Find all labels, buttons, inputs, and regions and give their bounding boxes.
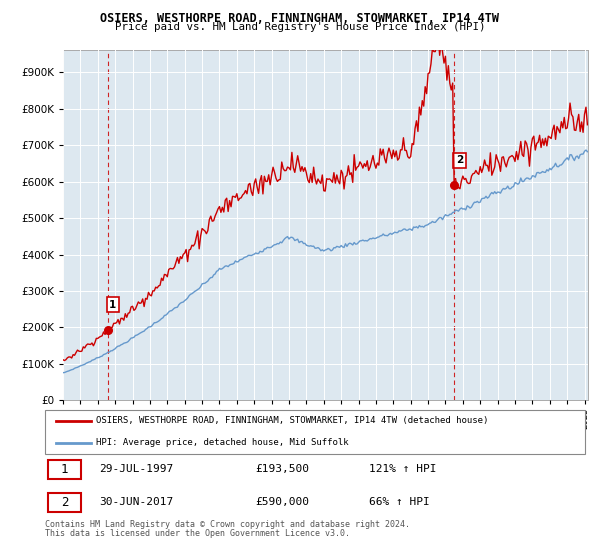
Text: 1: 1 xyxy=(109,300,116,310)
FancyBboxPatch shape xyxy=(48,493,81,512)
Text: HPI: Average price, detached house, Mid Suffolk: HPI: Average price, detached house, Mid … xyxy=(96,438,349,447)
Text: 2: 2 xyxy=(61,496,68,509)
Text: 66% ↑ HPI: 66% ↑ HPI xyxy=(369,497,430,507)
Text: This data is licensed under the Open Government Licence v3.0.: This data is licensed under the Open Gov… xyxy=(45,529,350,538)
Text: Contains HM Land Registry data © Crown copyright and database right 2024.: Contains HM Land Registry data © Crown c… xyxy=(45,520,410,529)
FancyBboxPatch shape xyxy=(45,410,585,454)
Text: Price paid vs. HM Land Registry's House Price Index (HPI): Price paid vs. HM Land Registry's House … xyxy=(115,22,485,32)
Text: 1: 1 xyxy=(61,463,68,476)
Text: £193,500: £193,500 xyxy=(256,464,310,474)
FancyBboxPatch shape xyxy=(48,460,81,479)
Text: £590,000: £590,000 xyxy=(256,497,310,507)
Text: OSIERS, WESTHORPE ROAD, FINNINGHAM, STOWMARKET, IP14 4TW (detached house): OSIERS, WESTHORPE ROAD, FINNINGHAM, STOW… xyxy=(96,416,488,426)
Text: 30-JUN-2017: 30-JUN-2017 xyxy=(99,497,173,507)
Text: OSIERS, WESTHORPE ROAD, FINNINGHAM, STOWMARKET, IP14 4TW: OSIERS, WESTHORPE ROAD, FINNINGHAM, STOW… xyxy=(101,12,499,25)
Text: 121% ↑ HPI: 121% ↑ HPI xyxy=(369,464,437,474)
Text: 2: 2 xyxy=(456,155,463,165)
Text: 29-JUL-1997: 29-JUL-1997 xyxy=(99,464,173,474)
